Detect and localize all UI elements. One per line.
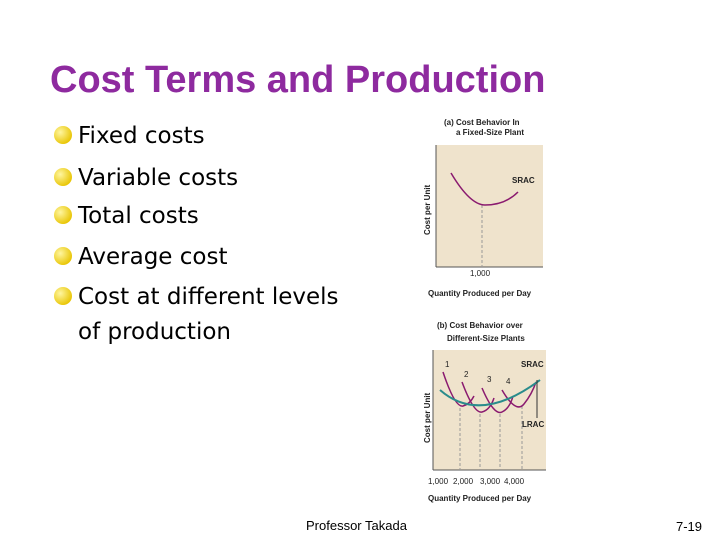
page-number: 7-19 (676, 519, 702, 534)
x-axis-label: Quantity Produced per Day (428, 494, 532, 503)
x-axis-label: Quantity Produced per Day (428, 289, 532, 298)
bullet-text: Total costs (77, 203, 199, 229)
bullet-text: of production (78, 319, 231, 345)
x-tick-label: 1,000 (470, 269, 491, 278)
bullet-dot (54, 126, 72, 144)
figure-title: (b) Cost Behavior over (437, 321, 523, 330)
bullet-text: Cost at different levels (78, 284, 339, 310)
figure-a: (a) Cost Behavior In a Fixed-Size Plant … (423, 118, 543, 298)
figure-b: (b) Cost Behavior over Different-Size Pl… (423, 321, 546, 503)
curve-number: 2 (464, 370, 469, 379)
bullet-dot (54, 168, 72, 186)
srac-curve (450, 172, 519, 206)
figure-title: a Fixed-Size Plant (456, 128, 524, 137)
curve-label: SRAC (512, 176, 535, 185)
curve-label: SRAC (521, 360, 544, 369)
x-tick-label: 1,000 (428, 477, 449, 486)
y-axis-label: Cost per Unit (423, 184, 432, 235)
curve-number: 3 (487, 375, 492, 384)
bullet-dot (54, 206, 72, 224)
bullet-list: Fixed costs Variable costs Total costs A… (54, 123, 339, 345)
plot-area (433, 350, 546, 470)
figure-title: (a) Cost Behavior In (444, 118, 520, 127)
x-tick-label: 2,000 (453, 477, 474, 486)
footer-author: Professor Takada (306, 518, 408, 533)
curve-number: 1 (445, 360, 450, 369)
x-tick-label: 3,000 (480, 477, 501, 486)
bullet-dot (54, 247, 72, 265)
guide-lines (459, 406, 523, 470)
bullet-text: Variable costs (78, 165, 238, 191)
bullet-dot (54, 287, 72, 305)
figure-title: Different-Size Plants (447, 334, 525, 343)
bullet-text: Fixed costs (78, 123, 205, 149)
lrac-curve (439, 379, 541, 407)
plot-area (436, 145, 543, 267)
curve-label: LRAC (522, 420, 544, 429)
y-axis-label: Cost per Unit (423, 392, 432, 443)
curve-number: 4 (506, 377, 511, 386)
slide-title: Cost Terms and Production (50, 59, 545, 101)
bullet-text: Average cost (78, 244, 227, 270)
x-tick-label: 4,000 (504, 477, 525, 486)
